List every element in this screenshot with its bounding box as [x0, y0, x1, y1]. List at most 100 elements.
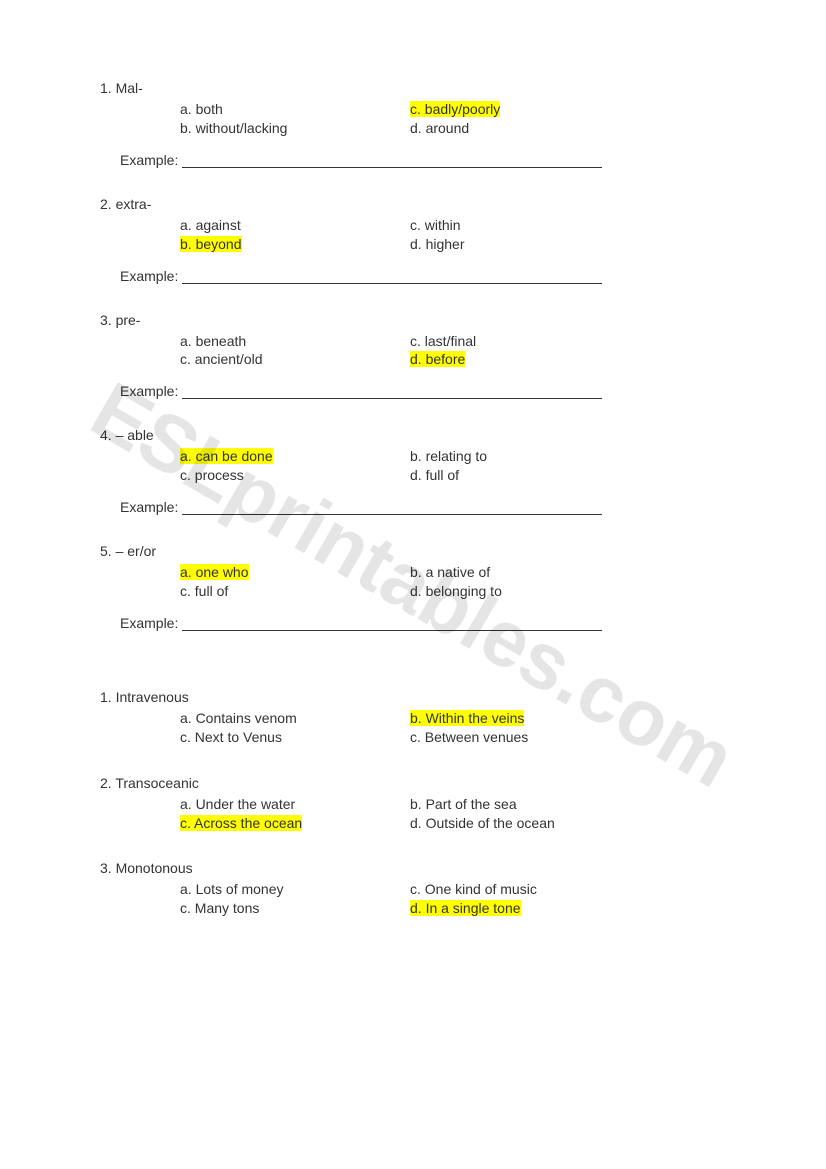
a3-left-0: a. can be done [180, 447, 410, 466]
a3-right-col: b. relating to d. full of [410, 447, 640, 485]
b1-right-col: b. Part of the sea d. Outside of the ocea… [410, 795, 640, 833]
a0-left-1-text: b. without/lacking [180, 120, 287, 136]
a0-left-0-text: a. both [180, 101, 223, 117]
b2-question: 3. Monotonousa. Lots of moneyc. Many ton… [100, 860, 726, 918]
b1-left-1-text: c. Across the ocean [180, 815, 302, 831]
a4-right-1: d. belonging to [410, 582, 640, 601]
a3-left-1: c. process [180, 466, 410, 485]
a2-question: 3. pre-a. beneath c. ancient/old c. last/f… [100, 312, 726, 400]
b2-right-1-text: d. In a single tone [410, 900, 521, 916]
section-gap [100, 659, 726, 689]
a2-example: Example: [120, 383, 726, 399]
a0-example: Example: [120, 152, 726, 168]
a4-left-0: a. one who [180, 563, 410, 582]
a4-right-0-text: b. a native of [410, 564, 490, 580]
b1-left-col: a. Under the water c. Across the ocean [180, 795, 410, 833]
a1-left-1: b. beyond [180, 235, 410, 254]
b2-right-1: d. In a single tone [410, 899, 640, 918]
a3-example-label: Example: [120, 499, 182, 515]
b0-left-0-text: a. Contains venom [180, 710, 297, 726]
a4-example-blank[interactable] [182, 630, 602, 631]
a4-options: a. one who c. full of b. a native of d. bel… [180, 563, 726, 601]
a2-right-0: c. last/final [410, 332, 640, 351]
b1-left-0-text: a. Under the water [180, 796, 295, 812]
a4-question: 5. – er/or a. one who c. full of b. a nativ… [100, 543, 726, 631]
a3-right-1: d. full of [410, 466, 640, 485]
a1-right-0-text: c. within [410, 217, 461, 233]
section-b: 1. Intravenous a. Contains venomc. Next t… [100, 689, 726, 918]
a0-title: 1. Mal- [100, 80, 726, 96]
a1-right-col: c. within d. higher [410, 216, 640, 254]
a0-question: 1. Mal-a. both b. without/lacking c. badly… [100, 80, 726, 168]
a2-right-col: c. last/finald. before [410, 332, 640, 370]
a3-right-1-text: d. full of [410, 467, 459, 483]
b0-right-1-text: c. Between venues [410, 729, 528, 745]
b2-left-1-text: c. Many tons [180, 900, 259, 916]
b2-right-col: c. One kind of music d. In a single tone [410, 880, 640, 918]
b2-left-0-text: a. Lots of money [180, 881, 284, 897]
a2-left-0-text: a. beneath [180, 333, 246, 349]
b1-options: a. Under the water c. Across the ocean b. … [180, 795, 726, 833]
b2-right-0: c. One kind of music [410, 880, 640, 899]
a1-left-col: a. against b. beyond [180, 216, 410, 254]
a0-right-0: c. badly/poorly [410, 100, 640, 119]
b0-right-1: c. Between venues [410, 728, 640, 747]
a1-example: Example: [120, 268, 726, 284]
a1-left-1-text: b. beyond [180, 236, 242, 252]
b1-right-0-text: b. Part of the sea [410, 796, 517, 812]
a3-question: 4. – able a. can be done c. process b. rela… [100, 427, 726, 515]
a2-example-blank[interactable] [182, 398, 602, 399]
b2-right-0-text: c. One kind of music [410, 881, 537, 897]
b1-title: 2. Transoceanic [100, 775, 726, 791]
a0-right-0-text: c. badly/poorly [410, 101, 500, 117]
a1-question: 2. extra-a. againstb. beyondc. withind. … [100, 196, 726, 284]
a2-left-col: a. beneath c. ancient/old [180, 332, 410, 370]
a0-right-1: d. around [410, 119, 640, 138]
b2-left-1: c. Many tons [180, 899, 410, 918]
b0-left-col: a. Contains venomc. Next to Venus [180, 709, 410, 747]
a3-options: a. can be done c. process b. relating to d.… [180, 447, 726, 485]
a1-left-0-text: a. against [180, 217, 241, 233]
a4-left-col: a. one who c. full of [180, 563, 410, 601]
a0-left-0: a. both [180, 100, 410, 119]
b1-right-0: b. Part of the sea [410, 795, 640, 814]
a3-example: Example: [120, 499, 726, 515]
b1-left-0: a. Under the water [180, 795, 410, 814]
a0-options: a. both b. without/lacking c. badly/poorly… [180, 100, 726, 138]
a0-left-col: a. both b. without/lacking [180, 100, 410, 138]
a0-example-label: Example: [120, 152, 182, 168]
a3-right-0: b. relating to [410, 447, 640, 466]
a4-left-1-text: c. full of [180, 583, 228, 599]
a3-example-blank[interactable] [182, 514, 602, 515]
a4-left-0-text: a. one who [180, 564, 249, 580]
b2-left-col: a. Lots of money c. Many tons [180, 880, 410, 918]
a3-left-1-text: c. process [180, 467, 244, 483]
a1-example-blank[interactable] [182, 283, 602, 284]
b0-right-0: b. Within the veins [410, 709, 640, 728]
a0-right-1-text: d. around [410, 120, 469, 136]
b2-left-0: a. Lots of money [180, 880, 410, 899]
b0-title: 1. Intravenous [100, 689, 726, 705]
a3-right-0-text: b. relating to [410, 448, 487, 464]
a4-right-1-text: d. belonging to [410, 583, 502, 599]
b1-right-1-text: d. Outside of the ocean [410, 815, 555, 831]
a0-example-blank[interactable] [182, 167, 602, 168]
a2-right-1: d. before [410, 350, 640, 369]
a3-left-0-text: a. can be done [180, 448, 273, 464]
b2-options: a. Lots of money c. Many tons c. One kind … [180, 880, 726, 918]
b0-options: a. Contains venomc. Next to Venusb. With… [180, 709, 726, 747]
b0-left-0: a. Contains venom [180, 709, 410, 728]
a2-title: 3. pre- [100, 312, 726, 328]
a3-title: 4. – able [100, 427, 726, 443]
a1-options: a. against b. beyond c. within d. higher [180, 216, 726, 254]
a2-right-1-text: d. before [410, 351, 465, 367]
b1-question: 2. Transoceanic a. Under the water c. Acro… [100, 775, 726, 833]
a1-right-1: d. higher [410, 235, 640, 254]
a4-right-col: b. a native of d. belonging to [410, 563, 640, 601]
a4-example: Example: [120, 615, 726, 631]
a1-right-1-text: d. higher [410, 236, 464, 252]
a4-title: 5. – er/or [100, 543, 726, 559]
a0-left-1: b. without/lacking [180, 119, 410, 138]
a2-left-1-text: c. ancient/old [180, 351, 263, 367]
a1-left-0: a. against [180, 216, 410, 235]
